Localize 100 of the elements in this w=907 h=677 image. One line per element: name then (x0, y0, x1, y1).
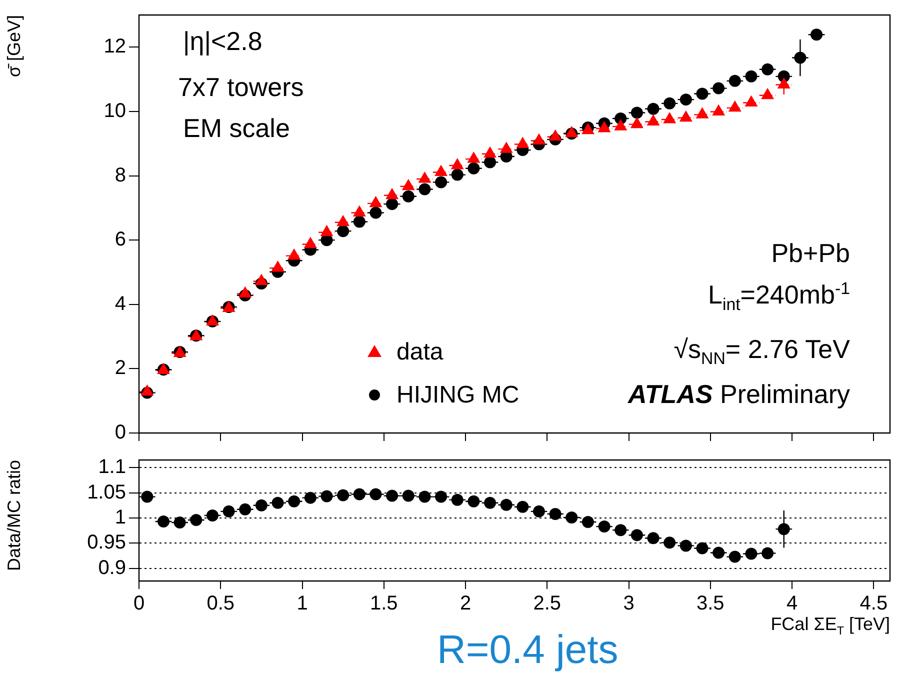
y-tick-label: 1 (114, 506, 126, 528)
point (467, 152, 480, 163)
point (451, 494, 464, 506)
point (762, 547, 774, 560)
point (254, 274, 268, 285)
point (516, 136, 530, 148)
point (664, 97, 676, 110)
point (548, 129, 562, 141)
y-tick-label: 0.9 (98, 556, 126, 579)
x-tick-label: 2.5 (533, 592, 562, 615)
point (647, 102, 660, 115)
point (435, 490, 448, 503)
point (157, 516, 170, 528)
x-tick-label: 3 (623, 592, 634, 615)
point (369, 196, 382, 208)
point (566, 511, 578, 524)
y-axis-title: σ̄ [GeV] (4, 15, 24, 78)
point (386, 198, 398, 210)
point (810, 28, 823, 41)
point (728, 550, 741, 563)
annotation: EM scale (183, 113, 290, 143)
point (435, 176, 448, 188)
point (532, 133, 546, 144)
text: R=0.4 jets (437, 628, 618, 672)
annotation: |η|<2.8 (183, 26, 262, 56)
point (778, 523, 790, 536)
point (712, 546, 725, 559)
point (418, 171, 432, 183)
point (450, 158, 464, 170)
point (402, 178, 415, 190)
y-tick-label: 8 (114, 164, 126, 186)
point (630, 529, 643, 542)
y-axis-title: Data/MC ratio (4, 460, 24, 572)
y-tick-label: 0 (114, 422, 126, 444)
x-tick-label: 0.5 (206, 592, 235, 615)
point (484, 146, 497, 158)
point (434, 164, 448, 176)
point (238, 286, 252, 298)
point (386, 490, 398, 502)
y-tick-label: 6 (114, 228, 126, 251)
point (745, 70, 758, 82)
y-tick-label: 12 (104, 36, 126, 58)
annotation: √s$_{NN}$= 2.76 TeV (674, 334, 850, 368)
point (141, 490, 154, 503)
y-tick-label: 4 (114, 292, 126, 315)
x-tick-label: 0 (133, 592, 145, 615)
legend-label: HIJING MC (396, 382, 520, 409)
point (352, 205, 366, 216)
point (206, 509, 218, 522)
point (712, 82, 725, 94)
point (337, 225, 350, 238)
point (239, 503, 252, 516)
point (484, 496, 496, 509)
x-tick-label: 2 (460, 592, 472, 615)
point (598, 520, 610, 533)
point (614, 524, 627, 536)
annotation: Pb+Pb (771, 238, 850, 268)
point (304, 492, 316, 504)
annotation: 7x7 towers (178, 72, 304, 102)
point (630, 106, 643, 119)
legend-label: data (396, 338, 444, 366)
x-axis-title: FCal ΣE$_{T}$ [TeV] (770, 614, 890, 638)
point (288, 495, 300, 508)
point (304, 236, 317, 248)
point (402, 190, 414, 202)
x-tick-label: 1 (296, 592, 308, 615)
x-tick-label: 4.5 (860, 592, 888, 615)
point (418, 183, 431, 196)
point (353, 216, 366, 228)
point (353, 488, 366, 500)
point (370, 206, 382, 219)
point (337, 489, 350, 502)
point (288, 248, 301, 260)
point (680, 540, 692, 552)
point (271, 260, 284, 272)
y-tick-label: 10 (104, 100, 126, 122)
point (336, 214, 350, 226)
point (794, 52, 806, 64)
point (582, 516, 594, 528)
x-tick-label: 4 (786, 592, 798, 615)
y-tick-label: 1.05 (87, 481, 126, 504)
point (402, 490, 414, 502)
point (680, 94, 692, 106)
x-tick-label: 3.5 (696, 592, 724, 615)
point (532, 505, 545, 518)
point (664, 536, 676, 549)
point (744, 95, 758, 107)
point (255, 499, 268, 512)
x-tick-label: 1.5 (370, 592, 398, 615)
point (140, 384, 154, 396)
point (386, 188, 399, 200)
annotation: L$_{int}$=240mb$^{-1}$ (708, 279, 850, 314)
y-tick-label: 1.1 (98, 456, 126, 478)
point (761, 88, 774, 100)
annotation: ATLAS Preliminary (628, 379, 850, 409)
point (320, 224, 334, 236)
point (777, 77, 790, 89)
point (484, 156, 496, 168)
point (762, 63, 774, 76)
point (728, 100, 742, 112)
